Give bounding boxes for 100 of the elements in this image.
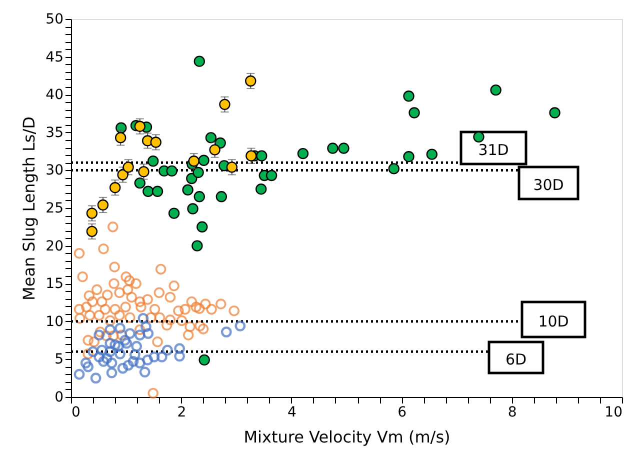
- y-tick-label: 15: [46, 276, 64, 292]
- point: [86, 226, 98, 238]
- point: [106, 358, 118, 368]
- point: [114, 322, 126, 334]
- x-tick-label: 0: [72, 404, 80, 420]
- point: [142, 186, 154, 197]
- point: [94, 352, 105, 362]
- point: [198, 354, 210, 366]
- point: [226, 162, 238, 173]
- point: [408, 107, 420, 118]
- point: [150, 136, 162, 148]
- ref-line-label: 6D: [505, 350, 527, 368]
- point: [194, 56, 205, 67]
- point: [148, 352, 160, 362]
- x-axis-title: Mixture Velocity Vm (m/s): [244, 428, 450, 446]
- point: [138, 166, 150, 178]
- point: [168, 208, 180, 219]
- point: [234, 320, 246, 332]
- point: [142, 354, 154, 366]
- point: [192, 240, 203, 252]
- point: [338, 142, 350, 154]
- point: [266, 170, 278, 182]
- point: [473, 131, 484, 143]
- point: [186, 172, 198, 184]
- y-tick-label: 25: [46, 200, 64, 216]
- point: [121, 338, 132, 349]
- point: [109, 182, 121, 194]
- point: [219, 98, 230, 110]
- point: [110, 339, 121, 350]
- point: [134, 330, 146, 340]
- point: [297, 148, 309, 160]
- point: [196, 221, 208, 232]
- point: [327, 142, 338, 154]
- y-tick-label: 0: [54, 390, 64, 406]
- point: [74, 368, 85, 380]
- point: [134, 177, 146, 189]
- point: [255, 184, 267, 195]
- y-axis-title: Mean Slug Length Ls/D: [20, 116, 39, 300]
- point: [549, 107, 560, 118]
- x-tick-label: 2: [177, 404, 186, 420]
- point: [194, 191, 205, 202]
- point: [174, 350, 185, 362]
- ref-line-label: 31D: [478, 141, 509, 159]
- x-tick-label: 10: [604, 404, 622, 420]
- point: [104, 324, 116, 336]
- point: [148, 156, 159, 167]
- y-tick-label: 20: [46, 238, 64, 254]
- point: [192, 166, 204, 178]
- point: [162, 344, 173, 356]
- y-tick-label: 35: [46, 124, 64, 141]
- point: [80, 358, 92, 368]
- point: [82, 361, 94, 372]
- point: [117, 362, 128, 374]
- point: [152, 186, 164, 197]
- point: [220, 326, 232, 338]
- point: [88, 346, 98, 358]
- point: [94, 330, 105, 340]
- y-tick-label: 30: [46, 162, 64, 179]
- point: [104, 338, 116, 349]
- y-tick-label: 40: [46, 87, 64, 104]
- point: [182, 184, 194, 196]
- point: [188, 156, 200, 167]
- ref-line-label: 30D: [533, 176, 564, 194]
- point: [142, 328, 154, 339]
- point: [106, 367, 118, 378]
- point: [139, 366, 150, 378]
- point: [388, 163, 400, 174]
- point: [205, 132, 217, 144]
- point: [174, 343, 185, 354]
- point: [140, 321, 152, 332]
- point: [198, 154, 210, 166]
- point: [90, 372, 102, 384]
- ref-line-label: 10D: [538, 312, 569, 330]
- point: [98, 356, 109, 367]
- y-tick-label: 10: [46, 314, 64, 330]
- point: [114, 348, 126, 360]
- point: [245, 75, 256, 87]
- point: [131, 340, 142, 352]
- point: [216, 191, 228, 202]
- point: [426, 148, 438, 160]
- y-tick-label: 45: [46, 49, 64, 66]
- point: [101, 353, 112, 364]
- y-tick-label: 50: [46, 12, 64, 28]
- point: [112, 340, 124, 352]
- x-tick-label: 6: [398, 404, 407, 420]
- point: [134, 120, 146, 132]
- point: [138, 312, 149, 324]
- point: [134, 358, 146, 368]
- point: [403, 151, 414, 162]
- point: [129, 349, 140, 360]
- point: [122, 162, 134, 173]
- point: [490, 84, 502, 96]
- point: [156, 352, 168, 362]
- point: [124, 328, 136, 339]
- point: [246, 150, 257, 162]
- x-tick-label: 8: [508, 404, 517, 420]
- point: [209, 144, 220, 156]
- point: [96, 344, 108, 356]
- x-tick-label: 4: [287, 404, 296, 420]
- y-tick-label: 5: [54, 352, 64, 368]
